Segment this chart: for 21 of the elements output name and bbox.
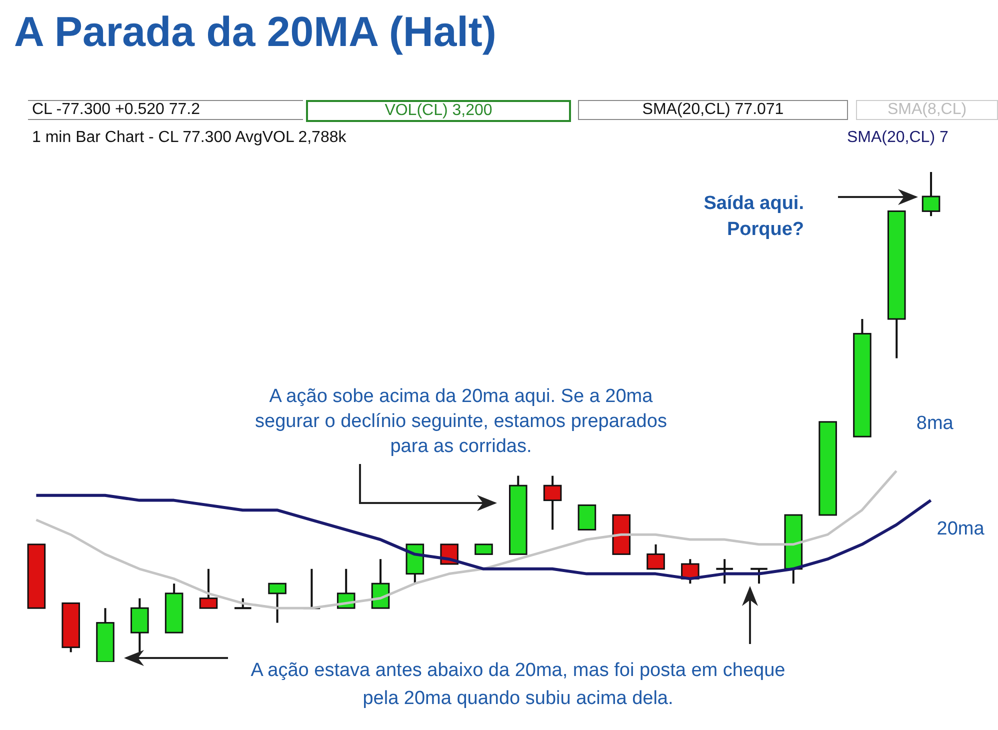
candlestick <box>715 558 734 585</box>
text: CL -77.300 +0.520 77.2 <box>28 100 303 120</box>
candlestick <box>268 582 286 624</box>
text: SMA(20,CL) 77.071 <box>578 100 848 120</box>
text: 1 min Bar Chart - CL 77.300 AvgVOL 2,788k <box>31 129 348 147</box>
text: 8ma <box>916 412 954 434</box>
candlestick <box>199 568 218 610</box>
text: SMA(20,CL) 7 <box>846 129 950 147</box>
series-label: 20ma <box>936 518 985 540</box>
text: VOL(CL) 3,200 <box>306 100 571 122</box>
annotation: Saída aqui. Porque? <box>702 192 805 242</box>
candlestick <box>922 172 940 218</box>
annotation: A ação sobe acima da 20ma aqui. Se a 20ma segurar o declínio seguinte, estamos preparados para as corridas. <box>254 385 668 459</box>
candlestick <box>646 543 665 570</box>
candlestick <box>750 568 768 585</box>
annotation: A ação estava antes abaixo da 20ma, mas foi posta em cheque pela 20ma quando subiu acima dela. <box>250 659 786 711</box>
candlestick <box>543 474 562 531</box>
candlestick <box>233 597 252 610</box>
text: SMA(8,CL) <box>856 100 998 120</box>
chart-title: A Parada da 20MA (Halt) <box>14 8 496 56</box>
candlestick <box>474 544 493 555</box>
